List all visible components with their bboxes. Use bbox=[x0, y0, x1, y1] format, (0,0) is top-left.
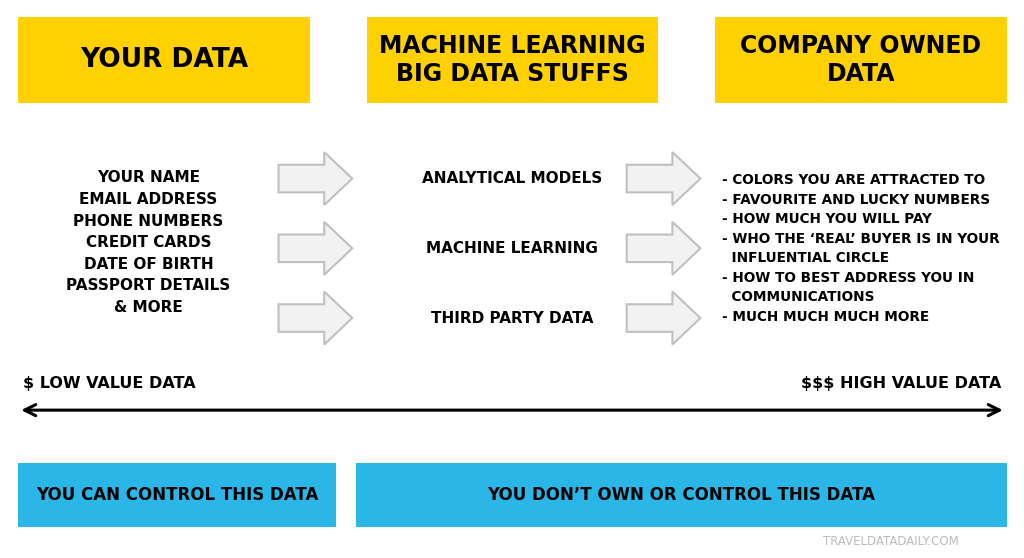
Text: YOU DON’T OWN OR CONTROL THIS DATA: YOU DON’T OWN OR CONTROL THIS DATA bbox=[487, 486, 876, 504]
Polygon shape bbox=[279, 291, 352, 344]
Text: TRAVELDATADAILY.COM: TRAVELDATADAILY.COM bbox=[823, 535, 958, 548]
Polygon shape bbox=[279, 152, 352, 205]
Text: YOU CAN CONTROL THIS DATA: YOU CAN CONTROL THIS DATA bbox=[36, 486, 318, 504]
Bar bbox=[715, 17, 1007, 103]
Text: - COLORS YOU ARE ATTRACTED TO
- FAVOURITE AND LUCKY NUMBERS
- HOW MUCH YOU WILL : - COLORS YOU ARE ATTRACTED TO - FAVOURIT… bbox=[722, 173, 999, 324]
Text: ANALYTICAL MODELS: ANALYTICAL MODELS bbox=[422, 171, 602, 186]
Bar bbox=[356, 463, 1007, 527]
Text: MACHINE LEARNING
BIG DATA STUFFS: MACHINE LEARNING BIG DATA STUFFS bbox=[379, 33, 646, 86]
Polygon shape bbox=[279, 222, 352, 275]
Polygon shape bbox=[627, 222, 700, 275]
Text: $ LOW VALUE DATA: $ LOW VALUE DATA bbox=[23, 376, 196, 391]
Bar bbox=[367, 17, 658, 103]
Text: YOUR DATA: YOUR DATA bbox=[80, 47, 249, 73]
Bar bbox=[18, 17, 310, 103]
Text: THIRD PARTY DATA: THIRD PARTY DATA bbox=[431, 311, 593, 325]
Text: COMPANY OWNED
DATA: COMPANY OWNED DATA bbox=[740, 33, 981, 86]
Polygon shape bbox=[627, 152, 700, 205]
Text: $$$ HIGH VALUE DATA: $$$ HIGH VALUE DATA bbox=[801, 376, 1001, 391]
Text: YOUR NAME
EMAIL ADDRESS
PHONE NUMBERS
CREDIT CARDS
DATE OF BIRTH
PASSPORT DETAIL: YOUR NAME EMAIL ADDRESS PHONE NUMBERS CR… bbox=[67, 170, 230, 315]
Text: MACHINE LEARNING: MACHINE LEARNING bbox=[426, 241, 598, 256]
Polygon shape bbox=[627, 291, 700, 344]
Bar bbox=[18, 463, 336, 527]
